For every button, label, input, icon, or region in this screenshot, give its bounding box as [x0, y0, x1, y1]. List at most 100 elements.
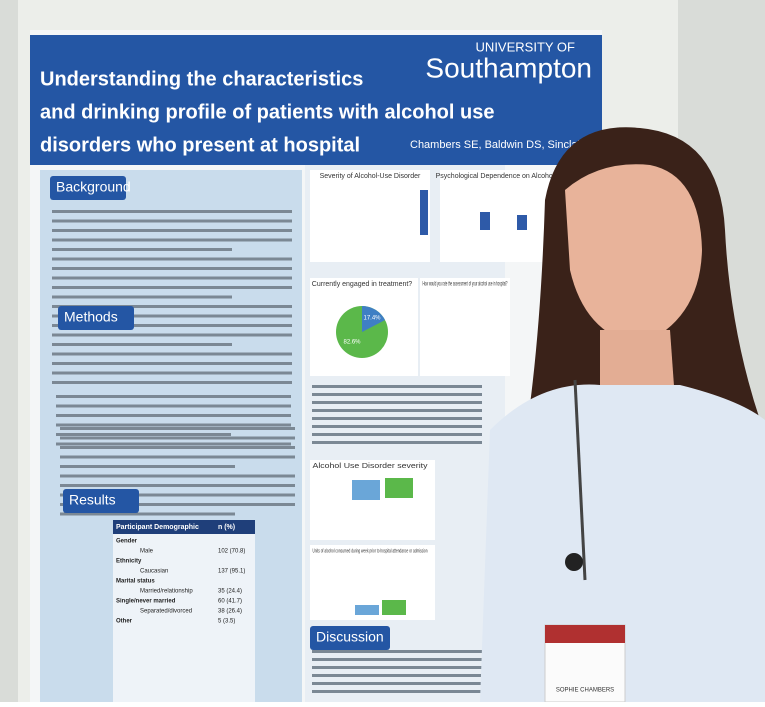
table-header-cell: n (%): [218, 524, 235, 531]
text-line: [312, 393, 482, 396]
text-line: [312, 401, 482, 404]
table-cell: Caucasian: [140, 569, 168, 575]
chart-title: Currently engaged in treatment?: [312, 281, 412, 288]
text-line: [52, 352, 292, 356]
poster-title: Understanding the characteristics: [40, 68, 363, 90]
text-line: [56, 423, 291, 427]
table-cell: 35 (24.4): [218, 589, 242, 595]
table-cell: 137 (95.1): [218, 569, 245, 575]
table-cell: 60 (41.7): [218, 599, 242, 605]
text-line: [52, 248, 232, 251]
text-line: [52, 257, 292, 261]
box: [355, 605, 379, 615]
badge-name: SOPHIE CHAMBERS: [556, 688, 614, 694]
chart-title: Units of alcohol consumed during week pr…: [313, 548, 428, 554]
chart-panel: [310, 170, 430, 262]
text-line: [312, 690, 482, 693]
text-line: [60, 512, 235, 516]
text-line: [52, 210, 292, 213]
text-line: [56, 442, 291, 446]
badge-reel: [565, 553, 583, 571]
text-line: [52, 267, 292, 270]
chart-title: Alcohol Use Disorder severity: [313, 463, 429, 470]
chart-bar: [517, 215, 527, 230]
chart-title: Severity of Alcohol-Use Disorder: [320, 173, 421, 180]
table-cell: Separated/divorced: [140, 609, 192, 615]
table-cell: Other: [116, 619, 133, 625]
pie-label: 17.4%: [363, 316, 381, 322]
text-line: [56, 414, 291, 417]
chart-panel: [420, 278, 510, 376]
text-line: [312, 658, 482, 661]
table-cell: Married/relationship: [140, 589, 193, 595]
box: [385, 478, 413, 498]
poster-title: disorders who present at hospital: [40, 134, 360, 156]
section-heading: Background: [56, 179, 131, 195]
face: [565, 164, 702, 345]
text-line: [312, 666, 482, 669]
table-cell: Male: [140, 549, 154, 555]
university: UNIVERSITY OF: [476, 39, 576, 54]
text-line: [60, 465, 235, 468]
text-line: [312, 385, 482, 388]
shirt: [480, 384, 765, 702]
poster-header: [30, 35, 602, 165]
text-line: [60, 474, 295, 478]
neck: [600, 330, 675, 400]
section-heading-box: [50, 176, 126, 200]
badge-band: [545, 625, 625, 643]
pie-slice: [362, 306, 385, 332]
chart-title: How would you rate the assessment of you…: [423, 282, 508, 288]
table: [113, 520, 255, 702]
university: Southampton: [425, 52, 592, 83]
section-heading: Results: [69, 492, 116, 508]
text-line: [312, 650, 482, 653]
text-line: [60, 503, 295, 506]
chart-panel: [440, 170, 550, 262]
text-line: [60, 446, 295, 449]
text-line: [52, 371, 292, 375]
text-line: [52, 295, 232, 299]
text-line: [52, 333, 292, 337]
pie-label: 82.6%: [343, 340, 361, 346]
section-heading: Discussion: [316, 629, 384, 645]
table-cell: Ethnicity: [116, 559, 142, 565]
table-cell: Single/never married: [116, 599, 176, 605]
table-cell: 5 (3.5): [218, 619, 235, 625]
text-line: [60, 484, 295, 487]
table-cell: 38 (26.4): [218, 609, 242, 615]
text-line: [312, 417, 482, 420]
lanyard: [573, 379, 587, 581]
table-cell: Gender: [116, 539, 138, 545]
text-line: [52, 219, 292, 223]
text-line: [56, 404, 291, 408]
text-line: [52, 314, 292, 318]
text-line: [52, 276, 292, 280]
text-line: [312, 674, 482, 677]
poster-title: and drinking profile of patients with al…: [40, 101, 494, 123]
text-line: [52, 362, 292, 365]
text-line: [60, 427, 295, 430]
text-line: [312, 433, 482, 436]
text-line: [56, 395, 291, 398]
text-line: [312, 409, 482, 412]
text-line: [312, 425, 482, 428]
text-line: [60, 493, 295, 497]
chart-bar: [420, 190, 428, 235]
section-heading-box: [310, 626, 390, 650]
section-heading-box: [63, 489, 139, 513]
table-cell: 102 (70.8): [218, 549, 245, 555]
chart-title: Psychological Dependence on Alcohol: [436, 173, 555, 180]
text-line: [52, 381, 292, 384]
text-line: [52, 229, 292, 232]
table-header-cell: Participant Demographic: [116, 524, 199, 531]
box: [352, 480, 380, 500]
section-heading-box: [58, 306, 134, 330]
text-line: [52, 305, 292, 308]
table-header: [113, 520, 255, 534]
box: [382, 600, 406, 615]
text-line: [312, 682, 482, 685]
text-line: [60, 455, 295, 459]
body-text-lines: [52, 210, 482, 693]
